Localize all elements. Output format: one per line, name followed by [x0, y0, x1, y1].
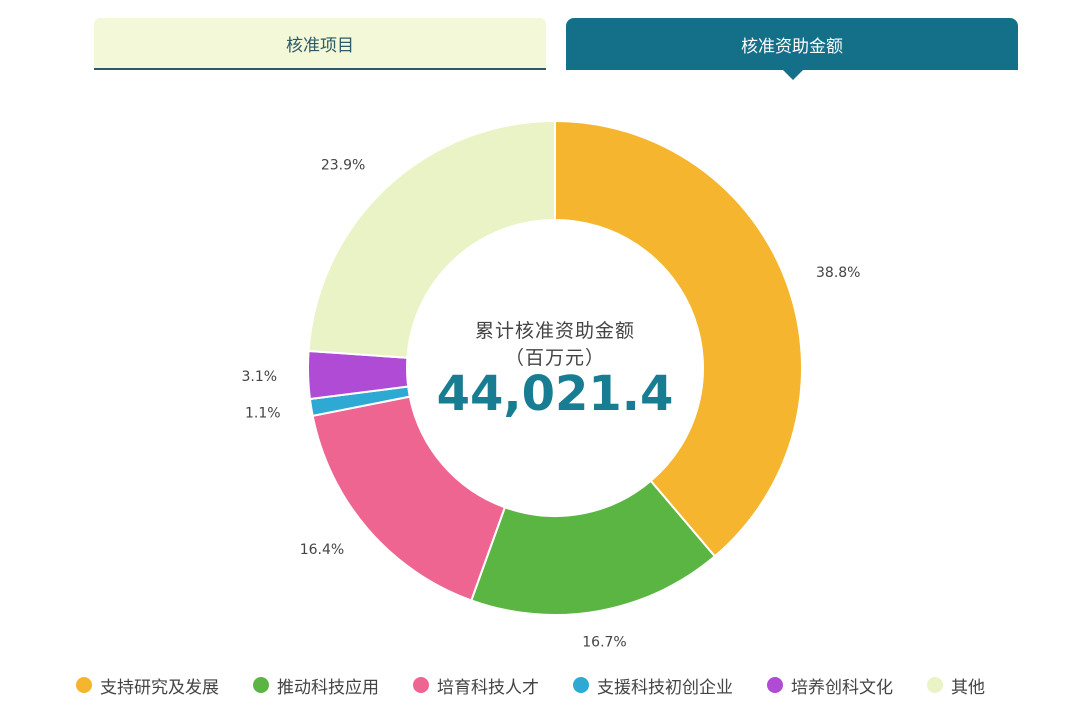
legend-item-4[interactable]: 培养创科文化: [767, 673, 893, 698]
chart-legend: 支持研究及发展 推动科技应用 培育科技人才 支援科技初创企业 培养创科文化 其他: [76, 672, 1019, 698]
donut-slice-5[interactable]: [307, 119, 556, 359]
legend-item-5[interactable]: 其他: [927, 673, 985, 698]
legend-label-3: 支援科技初创企业: [597, 677, 733, 698]
tab-approved-projects-label: 核准项目: [286, 35, 354, 56]
slice-percent-label-4: 3.1%: [242, 369, 278, 385]
center-unit: （百万元）: [504, 347, 605, 369]
legend-label-0: 支持研究及发展: [100, 677, 219, 698]
donut-slice-0[interactable]: [554, 119, 803, 558]
legend-item-3[interactable]: 支援科技初创企业: [573, 673, 733, 698]
center-title: 累计核准资助金额: [474, 320, 635, 342]
legend-item-1[interactable]: 推动科技应用: [253, 673, 379, 698]
legend-swatch-0: [76, 677, 92, 693]
legend-label-5: 其他: [951, 677, 985, 698]
legend-swatch-5: [927, 677, 943, 693]
legend-swatch-1: [253, 677, 269, 693]
tab-approved-funding[interactable]: 核准资助金额: [566, 18, 1018, 70]
center-total-value: 44,021.4: [436, 366, 674, 422]
slice-percent-label-3: 1.1%: [245, 405, 281, 421]
legend-swatch-2: [413, 677, 429, 693]
legend-swatch-3: [573, 677, 589, 693]
legend-item-0[interactable]: 支持研究及发展: [76, 673, 219, 698]
slice-percent-label-1: 16.7%: [582, 635, 626, 651]
legend-label-2: 培育科技人才: [437, 677, 539, 698]
tab-approved-funding-label: 核准资助金额: [741, 36, 843, 57]
legend-label-4: 培养创科文化: [791, 677, 893, 698]
legend-swatch-4: [767, 677, 783, 693]
slice-percent-label-5: 23.9%: [321, 158, 365, 174]
legend-item-2[interactable]: 培育科技人才: [413, 673, 539, 698]
active-tab-pointer: [781, 68, 805, 80]
donut-slice-2[interactable]: [311, 395, 507, 602]
slice-percent-label-0: 38.8%: [816, 265, 860, 281]
tab-approved-projects[interactable]: 核准项目: [94, 18, 546, 70]
legend-label-1: 推动科技应用: [277, 677, 379, 698]
slice-percent-label-2: 16.4%: [300, 542, 344, 558]
